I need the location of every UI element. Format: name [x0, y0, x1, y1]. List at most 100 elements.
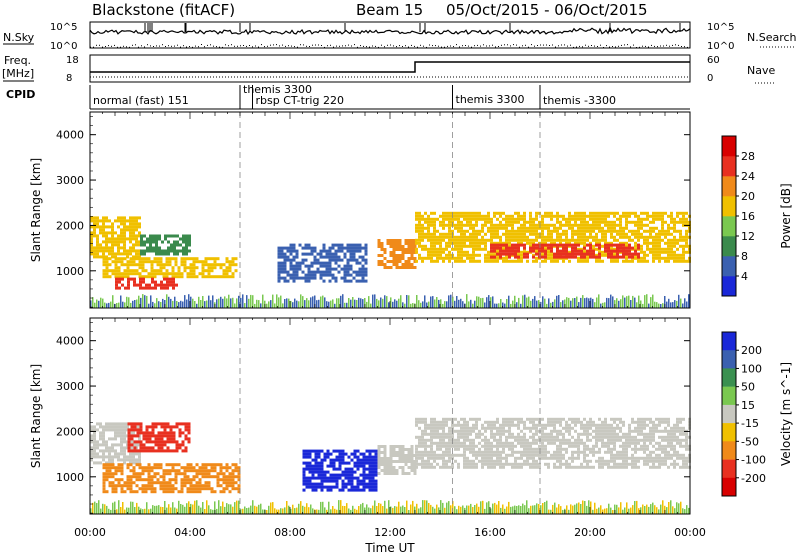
- scatter-cell: [308, 253, 311, 256]
- scatter-cell: [396, 242, 399, 245]
- scatter-cell: [529, 242, 532, 245]
- scatter-cell: [287, 250, 290, 253]
- scatter-cell: [359, 280, 362, 283]
- scatter-cell: [613, 445, 616, 448]
- scatter-cell: [667, 445, 670, 448]
- scatter-cell: [556, 418, 559, 421]
- scatter-cell: [146, 434, 149, 437]
- scatter-cell: [342, 456, 345, 459]
- scatter-cell: [481, 215, 484, 218]
- scatter-cell: [315, 486, 318, 489]
- scatter-cell: [178, 269, 181, 272]
- scatter-cell: [393, 245, 396, 248]
- scatter-cell: [565, 239, 568, 242]
- scatter-cell: [445, 215, 448, 218]
- scatter-cell: [311, 247, 314, 250]
- ground-scatter-cell: [612, 296, 614, 308]
- scatter-cell: [643, 212, 646, 215]
- scatter-cell: [445, 454, 448, 457]
- scatter-cell: [421, 224, 424, 227]
- scatter-cell: [670, 427, 673, 430]
- scatter-cell: [469, 466, 472, 469]
- scatter-cell: [607, 460, 610, 463]
- scatter-cell: [661, 457, 664, 460]
- scatter-cell: [673, 230, 676, 233]
- nsearch-dot: [549, 45, 550, 46]
- scatter-cell: [120, 228, 123, 231]
- scatter-cell: [184, 269, 187, 272]
- scatter-cell: [411, 448, 414, 451]
- scatter-cell: [634, 242, 637, 245]
- nsearch-dot: [225, 44, 226, 45]
- scatter-cell: [640, 251, 643, 254]
- scatter-cell: [550, 424, 553, 427]
- scatter-cell: [418, 451, 421, 454]
- scatter-cell: [469, 218, 472, 221]
- scatter-cell: [175, 472, 178, 475]
- scatter-cell: [160, 266, 163, 269]
- scatter-cell: [305, 280, 308, 283]
- scatter-cell: [655, 218, 658, 221]
- scatter-cell: [505, 227, 508, 230]
- scatter-cell: [138, 225, 141, 228]
- scatter-cell: [580, 233, 583, 236]
- scatter-cell: [445, 242, 448, 245]
- nsearch-dot: [390, 45, 391, 46]
- scatter-cell: [96, 249, 99, 252]
- scatter-cell: [335, 259, 338, 262]
- scatter-cell: [172, 278, 175, 281]
- scatter-cell: [481, 227, 484, 230]
- scatter-cell: [164, 235, 167, 238]
- scatter-cell: [526, 463, 529, 466]
- scatter-cell: [114, 422, 117, 425]
- nsearch-dot: [138, 47, 139, 48]
- scatter-cell: [351, 489, 354, 492]
- scatter-cell: [616, 451, 619, 454]
- scatter-cell: [193, 269, 196, 272]
- scatter-cell: [126, 425, 129, 428]
- scatter-cell: [580, 260, 583, 263]
- scatter-cell: [117, 252, 120, 255]
- scatter-cell: [167, 247, 170, 250]
- scatter-cell: [490, 256, 493, 259]
- scatter-cell: [184, 263, 187, 266]
- ground-scatter-cell: [98, 301, 100, 308]
- ground-scatter-cell: [366, 302, 368, 308]
- nsearch-dot: [477, 45, 478, 46]
- scatter-cell: [613, 260, 616, 263]
- scatter-cell: [387, 260, 390, 263]
- scatter-cell: [205, 469, 208, 472]
- scatter-cell: [511, 421, 514, 424]
- scatter-cell: [490, 250, 493, 253]
- scatter-cell: [312, 474, 315, 477]
- scatter-cell: [353, 250, 356, 253]
- scatter-cell: [163, 272, 166, 275]
- scatter-cell: [622, 233, 625, 236]
- scatter-cell: [402, 466, 405, 469]
- scatter-cell: [184, 478, 187, 481]
- scatter-cell: [625, 218, 628, 221]
- scatter-cell: [484, 430, 487, 433]
- scatter-cell: [306, 462, 309, 465]
- scatter-cell: [574, 442, 577, 445]
- scatter-cell: [595, 212, 598, 215]
- scatter-cell: [682, 221, 685, 224]
- scatter-cell: [502, 463, 505, 466]
- scatter-cell: [577, 421, 580, 424]
- scatter-cell: [129, 452, 132, 455]
- scatter-cell: [664, 418, 667, 421]
- scatter-cell: [424, 454, 427, 457]
- scatter-cell: [381, 260, 384, 263]
- scatter-cell: [667, 245, 670, 248]
- scatter-cell: [649, 251, 652, 254]
- scatter-cell: [105, 219, 108, 222]
- scatter-cell: [163, 263, 166, 266]
- scatter-cell: [229, 481, 232, 484]
- nsearch-dot: [507, 44, 508, 45]
- scatter-cell: [362, 268, 365, 271]
- scatter-cell: [544, 448, 547, 451]
- scatter-cell: [595, 248, 598, 251]
- scatter-cell: [214, 266, 217, 269]
- scatter-cell: [399, 466, 402, 469]
- scatter-cell: [649, 233, 652, 236]
